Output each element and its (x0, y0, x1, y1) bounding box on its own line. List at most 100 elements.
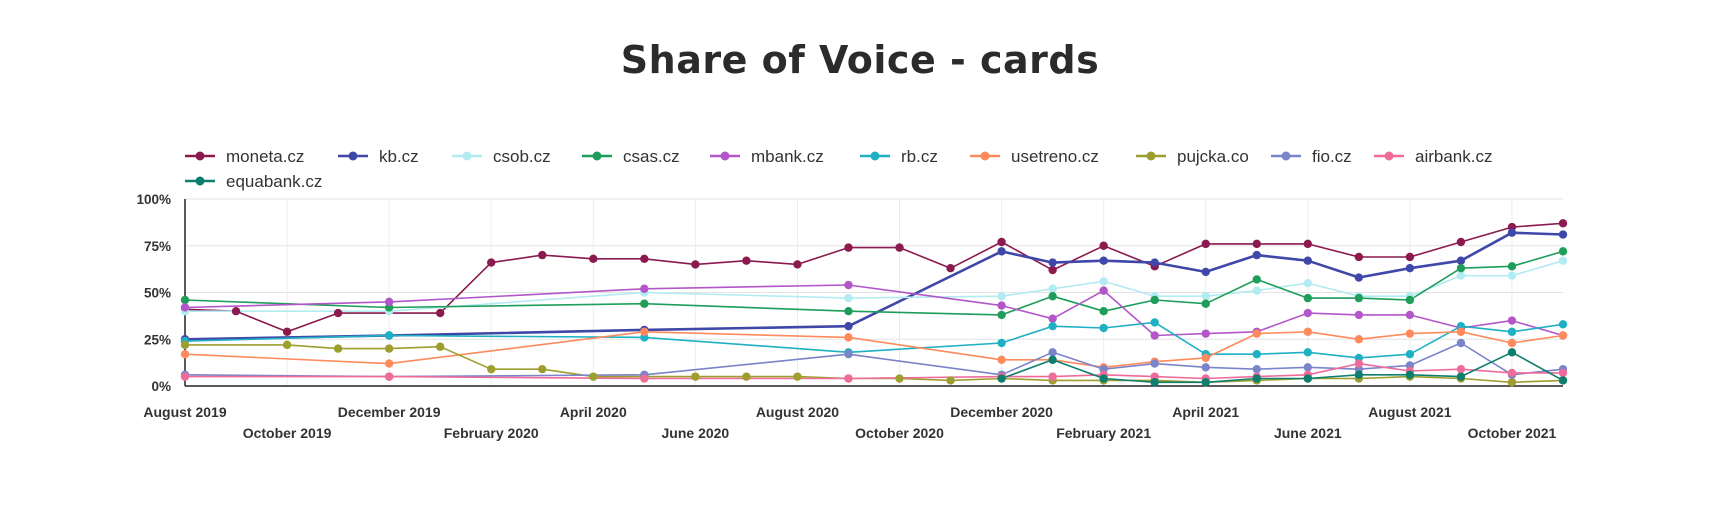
legend-item: moneta.cz (185, 147, 304, 166)
legend-label: usetreno.cz (1011, 147, 1099, 166)
data-point-csob-cz (844, 293, 853, 303)
data-point-csas-cz (1405, 295, 1415, 305)
legend-label: moneta.cz (226, 147, 304, 166)
data-point-equabank-cz (1048, 355, 1057, 365)
data-point-pujcka-co (946, 376, 955, 385)
x-tick-label: June 2021 (1274, 425, 1342, 441)
data-point-moneta-cz (793, 260, 802, 269)
data-point-csob-cz (1456, 271, 1466, 280)
data-point-csob-cz (1099, 277, 1108, 286)
data-point-mbank-cz (1303, 308, 1313, 318)
x-tick-label: August 2020 (756, 404, 839, 420)
data-point-kb-cz (1150, 258, 1159, 267)
data-point-csas-cz (1303, 293, 1313, 303)
data-point-mbank-cz (1507, 316, 1517, 325)
data-point-moneta-cz (640, 254, 649, 264)
data-point-moneta-cz (1303, 239, 1313, 249)
legend-swatch-dot (195, 176, 205, 186)
data-point-moneta-cz (333, 308, 343, 318)
data-point-equabank-cz (997, 374, 1006, 383)
data-point-moneta-cz (691, 260, 700, 269)
data-point-pujcka-co (384, 344, 394, 353)
data-point-usetreno-cz (1354, 335, 1364, 344)
y-tick-label: 75% (144, 239, 171, 254)
data-point-moneta-cz (589, 254, 598, 264)
data-point-equabank-cz (1099, 374, 1108, 383)
data-point-rb-cz (384, 331, 394, 340)
legend-swatch-dot (348, 151, 358, 161)
series-points (180, 219, 1568, 387)
legend-swatch-dot (195, 151, 205, 161)
data-point-airbank-cz (384, 372, 394, 381)
legend-swatch-dot (462, 151, 472, 161)
data-point-rb-cz (1405, 350, 1415, 359)
data-point-rb-cz (1558, 320, 1568, 329)
legend-label: csas.cz (623, 147, 680, 166)
data-point-fio-cz (1150, 359, 1159, 368)
data-point-mbank-cz (1099, 286, 1108, 295)
legend-item: equabank.cz (185, 172, 322, 191)
series-line-equabank-cz (1001, 351, 1564, 384)
data-point-airbank-cz (640, 374, 649, 383)
data-point-airbank-cz (1558, 368, 1568, 378)
data-point-rb-cz (1150, 318, 1159, 327)
data-point-csas-cz (1456, 263, 1466, 273)
data-point-moneta-cz (1558, 219, 1568, 228)
legend-label: fio.cz (1312, 147, 1352, 166)
data-point-equabank-cz (1303, 374, 1313, 383)
data-point-csas-cz (1201, 299, 1210, 308)
x-tick-label: April 2021 (1172, 404, 1239, 420)
data-point-csob-cz (1252, 286, 1261, 295)
data-point-airbank-cz (1507, 368, 1517, 378)
data-point-equabank-cz (1354, 370, 1364, 379)
legend-item: fio.cz (1271, 147, 1352, 166)
series-line-csob-cz (185, 259, 1564, 312)
data-point-kb-cz (1558, 230, 1568, 239)
data-point-usetreno-cz (1303, 327, 1313, 336)
data-point-mbank-cz (1354, 310, 1364, 320)
series-line-usetreno-cz (184, 331, 1564, 369)
data-point-pujcka-co (538, 364, 547, 374)
data-point-csas-cz (1099, 307, 1108, 316)
data-point-csob-cz (1558, 256, 1568, 265)
data-point-kb-cz (1099, 256, 1108, 265)
data-point-kb-cz (997, 247, 1006, 256)
x-tick-label: October 2019 (243, 425, 332, 441)
data-point-equabank-cz (1405, 370, 1415, 379)
legend-label: airbank.cz (1415, 147, 1492, 166)
data-point-fio-cz (1456, 338, 1466, 348)
y-tick-label: 0% (151, 379, 171, 394)
data-point-kb-cz (1405, 263, 1415, 273)
x-tick-label: June 2020 (662, 425, 730, 441)
data-point-airbank-cz (180, 372, 190, 381)
data-point-pujcka-co (691, 372, 700, 381)
data-point-rb-cz (1252, 350, 1261, 359)
data-point-moneta-cz (1405, 252, 1415, 262)
data-point-mbank-cz (384, 297, 394, 307)
data-point-rb-cz (997, 338, 1006, 348)
legend-swatch-dot (870, 151, 880, 161)
data-point-usetreno-cz (997, 355, 1006, 365)
x-tick-label: December 2019 (338, 404, 441, 420)
data-point-kb-cz (1507, 228, 1517, 237)
data-point-airbank-cz (1456, 364, 1466, 374)
x-tick-label: April 2020 (560, 404, 627, 420)
data-point-kb-cz (844, 321, 853, 331)
data-point-moneta-cz (435, 308, 445, 318)
data-point-mbank-cz (180, 303, 190, 312)
legend-item: csas.cz (582, 147, 680, 166)
y-tick-label: 100% (136, 192, 171, 207)
data-point-rb-cz (1303, 348, 1313, 357)
data-point-usetreno-cz (1507, 338, 1517, 348)
data-point-kb-cz (1048, 258, 1057, 267)
y-axis-tick-labels: 0% 25% 50% 75% 100% (136, 192, 171, 394)
data-point-mbank-cz (1405, 310, 1415, 320)
data-point-pujcka-co (180, 340, 190, 350)
legend-item: airbank.cz (1374, 147, 1492, 166)
data-point-usetreno-cz (640, 327, 649, 336)
x-tick-label: December 2020 (950, 404, 1053, 420)
data-point-airbank-cz (844, 374, 853, 383)
data-point-moneta-cz (844, 243, 853, 252)
data-point-moneta-cz (742, 256, 751, 265)
